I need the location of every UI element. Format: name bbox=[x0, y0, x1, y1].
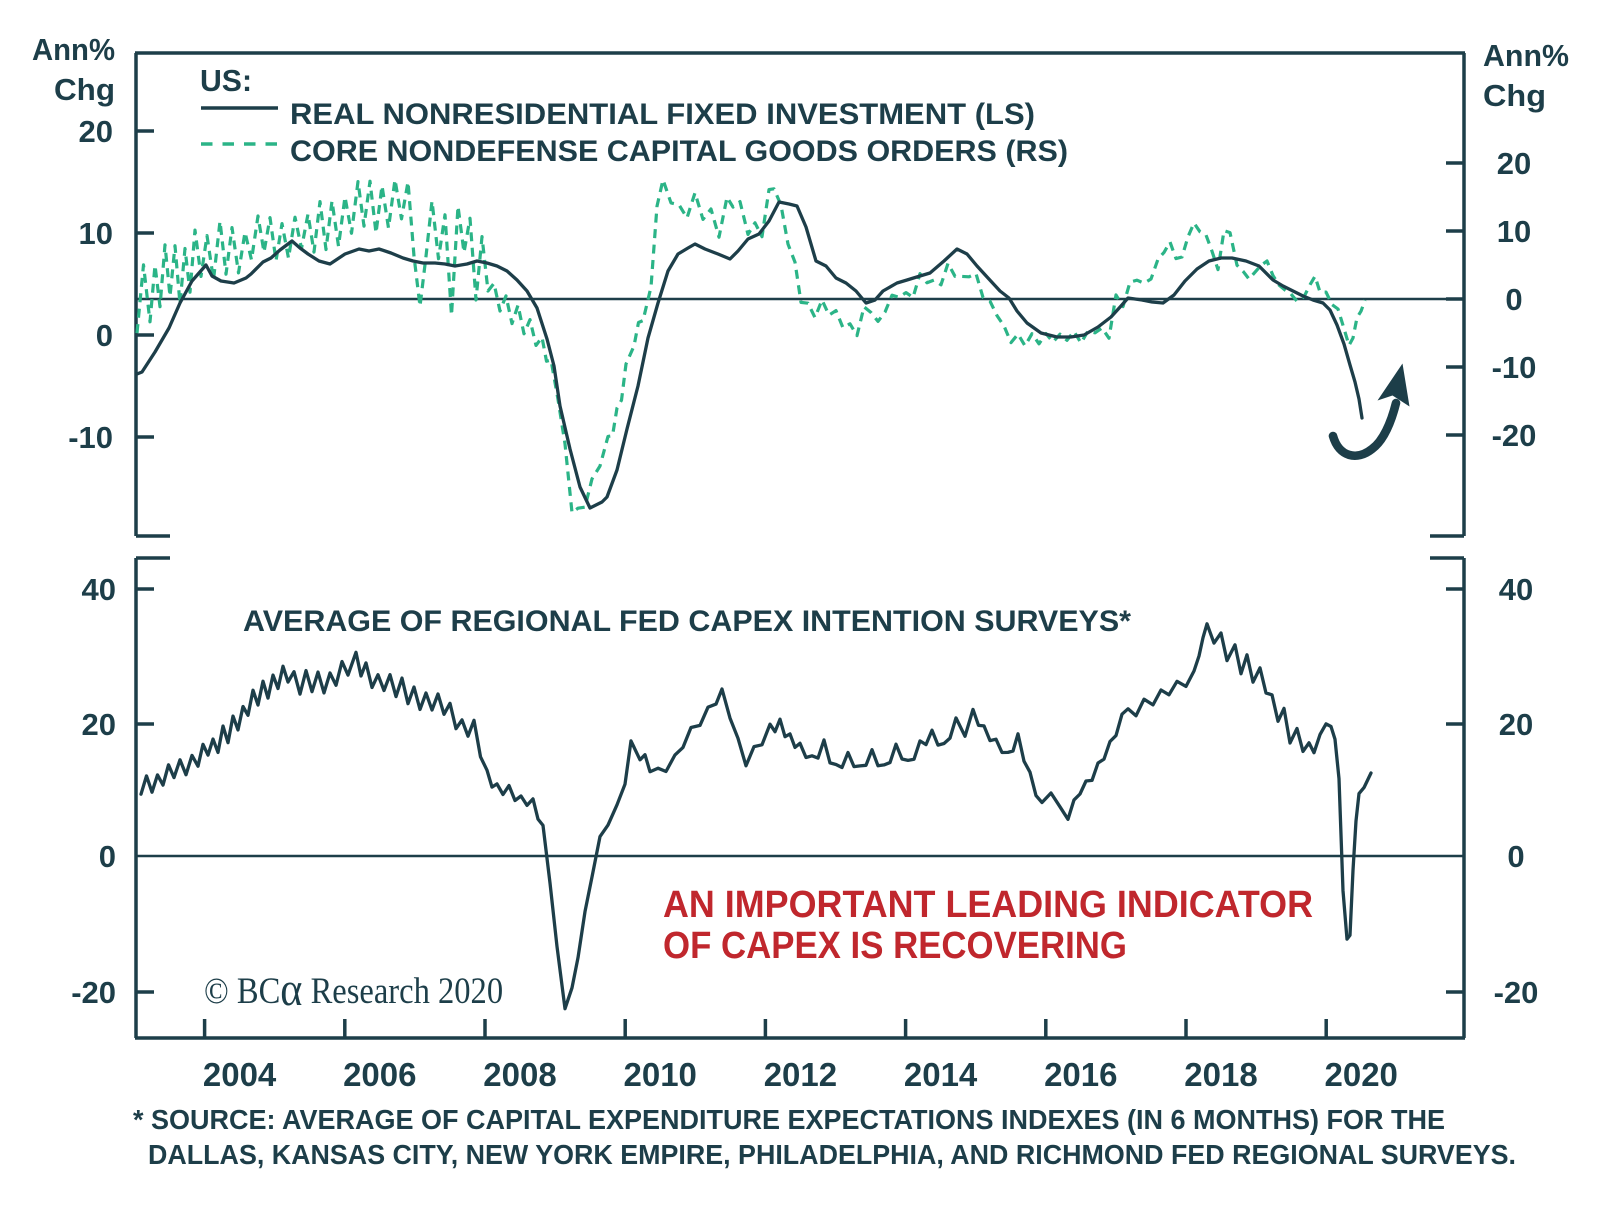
svg-text:Ann%: Ann% bbox=[32, 32, 115, 67]
svg-text:10: 10 bbox=[1497, 214, 1531, 249]
svg-text:2004: 2004 bbox=[203, 1056, 277, 1093]
svg-text:40: 40 bbox=[1499, 572, 1533, 607]
svg-text:2020: 2020 bbox=[1324, 1056, 1397, 1093]
svg-text:OF CAPEX IS RECOVERING: OF CAPEX IS RECOVERING bbox=[663, 925, 1127, 967]
svg-text:2016: 2016 bbox=[1044, 1056, 1117, 1093]
svg-text:DALLAS, KANSAS CITY, NEW YORK: DALLAS, KANSAS CITY, NEW YORK EMPIRE, PH… bbox=[148, 1139, 1516, 1170]
svg-text:Ann%: Ann% bbox=[1483, 38, 1569, 73]
svg-text:2014: 2014 bbox=[904, 1056, 978, 1093]
svg-text:20: 20 bbox=[82, 707, 116, 742]
svg-text:10: 10 bbox=[79, 216, 113, 251]
svg-text:Chg: Chg bbox=[1483, 78, 1546, 113]
svg-text:0: 0 bbox=[96, 318, 113, 353]
svg-text:-20: -20 bbox=[1492, 418, 1537, 453]
svg-text:-10: -10 bbox=[68, 420, 113, 455]
svg-text:2012: 2012 bbox=[764, 1056, 837, 1093]
svg-text:REAL NONRESIDENTIAL FIXED INVE: REAL NONRESIDENTIAL FIXED INVESTMENT (LS… bbox=[290, 98, 1035, 131]
svg-text:40: 40 bbox=[82, 572, 116, 607]
svg-text:0: 0 bbox=[1507, 839, 1524, 874]
svg-text:2010: 2010 bbox=[623, 1056, 696, 1093]
svg-text:20: 20 bbox=[1497, 146, 1531, 181]
svg-text:20: 20 bbox=[79, 114, 113, 149]
svg-text:-10: -10 bbox=[1492, 350, 1537, 385]
svg-text:AVERAGE OF REGIONAL FED CAPEX: AVERAGE OF REGIONAL FED CAPEX INTENTION … bbox=[243, 605, 1131, 638]
svg-text:0: 0 bbox=[1505, 282, 1522, 317]
svg-text:0: 0 bbox=[99, 839, 116, 874]
svg-text:© BCα Research 2020: © BCα Research 2020 bbox=[204, 963, 503, 1016]
svg-text:-20: -20 bbox=[1494, 975, 1539, 1010]
svg-text:CORE NONDEFENSE CAPITAL GOODS: CORE NONDEFENSE CAPITAL GOODS ORDERS (RS… bbox=[290, 135, 1068, 168]
svg-text:Chg: Chg bbox=[54, 72, 115, 107]
svg-text:20: 20 bbox=[1499, 707, 1533, 742]
svg-text:AN IMPORTANT LEADING INDICATOR: AN IMPORTANT LEADING INDICATOR bbox=[663, 884, 1313, 926]
svg-text:2008: 2008 bbox=[483, 1056, 556, 1093]
svg-text:* SOURCE: AVERAGE OF CAPITAL E: * SOURCE: AVERAGE OF CAPITAL EXPENDITURE… bbox=[133, 1104, 1445, 1135]
svg-text:US:: US: bbox=[200, 63, 252, 98]
svg-text:2018: 2018 bbox=[1184, 1056, 1257, 1093]
svg-text:-20: -20 bbox=[71, 975, 116, 1010]
svg-text:2006: 2006 bbox=[343, 1056, 416, 1093]
